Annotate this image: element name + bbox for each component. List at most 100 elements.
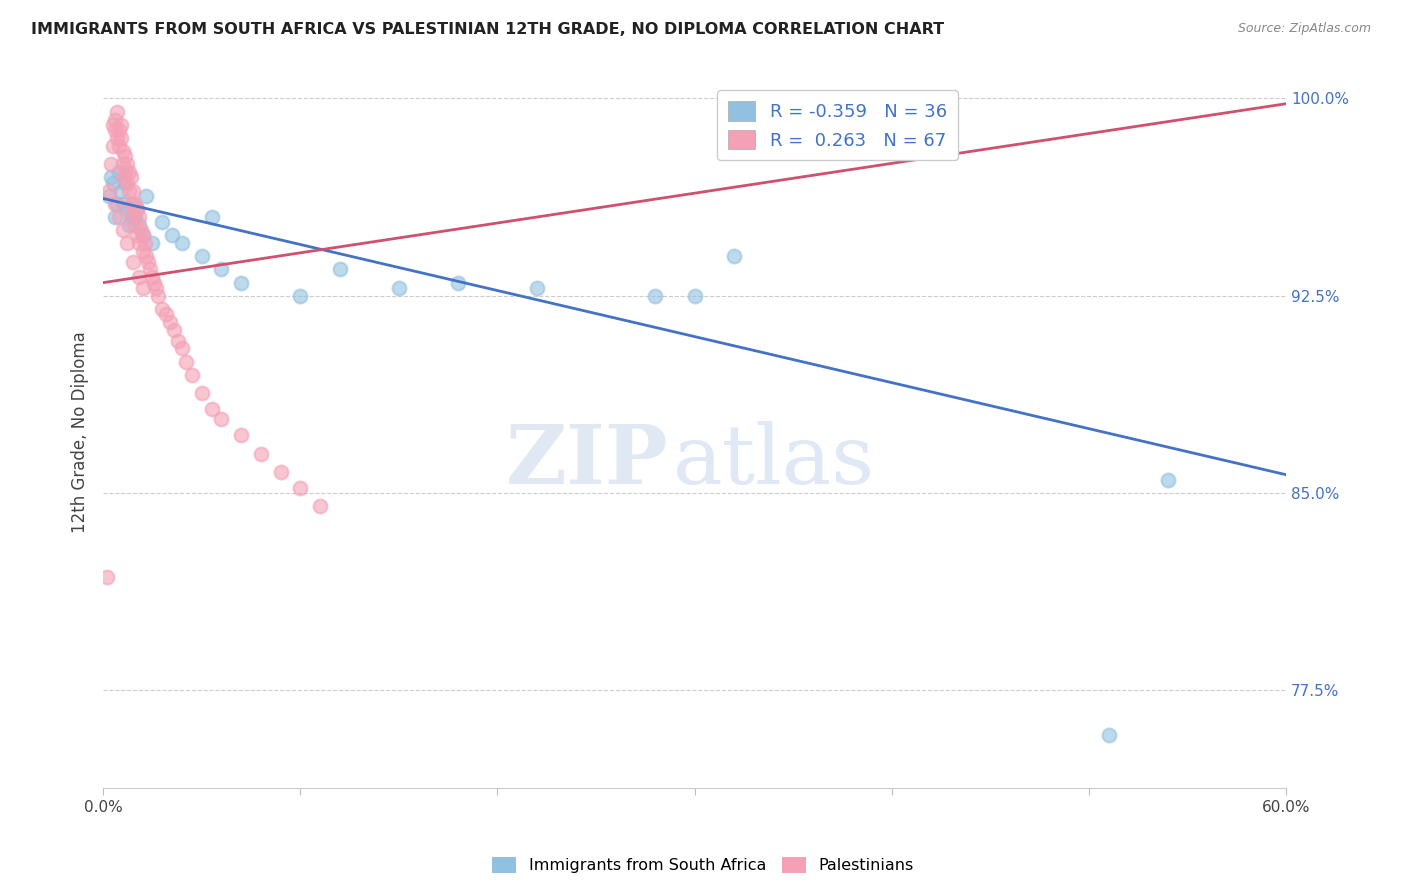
Point [108,165,131,179]
Legend: R = -0.359   N = 36, R =  0.263   N = 67: R = -0.359 N = 36, R = 0.263 N = 67 [717,90,957,161]
Point [105,104,128,119]
Point [131,244,153,258]
Point [167,334,190,348]
Point [114,165,136,179]
Point [118,165,141,179]
Point [111,196,134,211]
Point [108,210,131,224]
Point [229,276,252,290]
Point [105,131,128,145]
Point [111,170,134,185]
Point [108,138,131,153]
Point [131,228,153,243]
Point [229,428,252,442]
Point [128,236,150,251]
Point [447,276,470,290]
Point [115,202,138,216]
Point [118,218,141,232]
Point [209,412,232,426]
Point [110,131,132,145]
Point [111,144,134,158]
Point [526,281,548,295]
Point [174,354,197,368]
Point [121,210,143,224]
Point [104,210,127,224]
Point [200,210,222,224]
Point [145,281,167,295]
Point [100,170,122,185]
Point [110,184,132,198]
Point [125,202,148,216]
Point [170,236,193,251]
Point [98,189,121,203]
Point [108,123,131,137]
Point [125,228,148,243]
Point [131,228,153,243]
Point [121,202,143,216]
Point [124,218,146,232]
Point [115,176,138,190]
Point [723,249,745,263]
Point [121,184,143,198]
Point [128,210,150,224]
Point [120,210,142,224]
Point [114,176,136,190]
Point [105,196,128,211]
Point [120,196,142,211]
Point [388,281,411,295]
Point [309,500,332,514]
Point [200,401,222,416]
Point [150,301,173,316]
Point [100,157,122,171]
Legend: Immigrants from South Africa, Palestinians: Immigrants from South Africa, Palestinia… [485,850,921,880]
Point [121,254,143,268]
Point [134,236,156,251]
Point [190,249,212,263]
Point [111,157,134,171]
Point [141,270,163,285]
Point [135,249,157,263]
Point [111,223,134,237]
Point [104,123,127,137]
Point [110,118,132,132]
Point [125,202,148,216]
Point [170,342,193,356]
Point [159,315,181,329]
Point [683,289,706,303]
Point [644,289,666,303]
Point [1156,473,1178,487]
Point [128,270,150,285]
Point [180,368,202,382]
Point [120,170,142,185]
Point [163,323,186,337]
Point [96,570,118,584]
Point [155,307,177,321]
Point [148,289,170,303]
Point [135,189,157,203]
Point [101,176,124,190]
Point [129,223,152,237]
Point [143,276,166,290]
Point [141,236,163,251]
Point [121,196,143,211]
Point [98,184,121,198]
Point [160,228,183,243]
Point [190,386,212,401]
Point [270,465,292,479]
Point [124,196,146,211]
Text: ZIP: ZIP [506,421,668,501]
Point [290,289,312,303]
Point [131,281,153,295]
Point [115,236,138,251]
Point [101,118,124,132]
Point [101,138,124,153]
Point [329,262,352,277]
Point [209,262,232,277]
Text: Source: ZipAtlas.com: Source: ZipAtlas.com [1237,22,1371,36]
Point [118,184,141,198]
Point [138,254,160,268]
Point [139,262,162,277]
Point [150,215,173,229]
Text: IMMIGRANTS FROM SOUTH AFRICA VS PALESTINIAN 12TH GRADE, NO DIPLOMA CORRELATION C: IMMIGRANTS FROM SOUTH AFRICA VS PALESTIN… [31,22,943,37]
Point [114,149,136,163]
